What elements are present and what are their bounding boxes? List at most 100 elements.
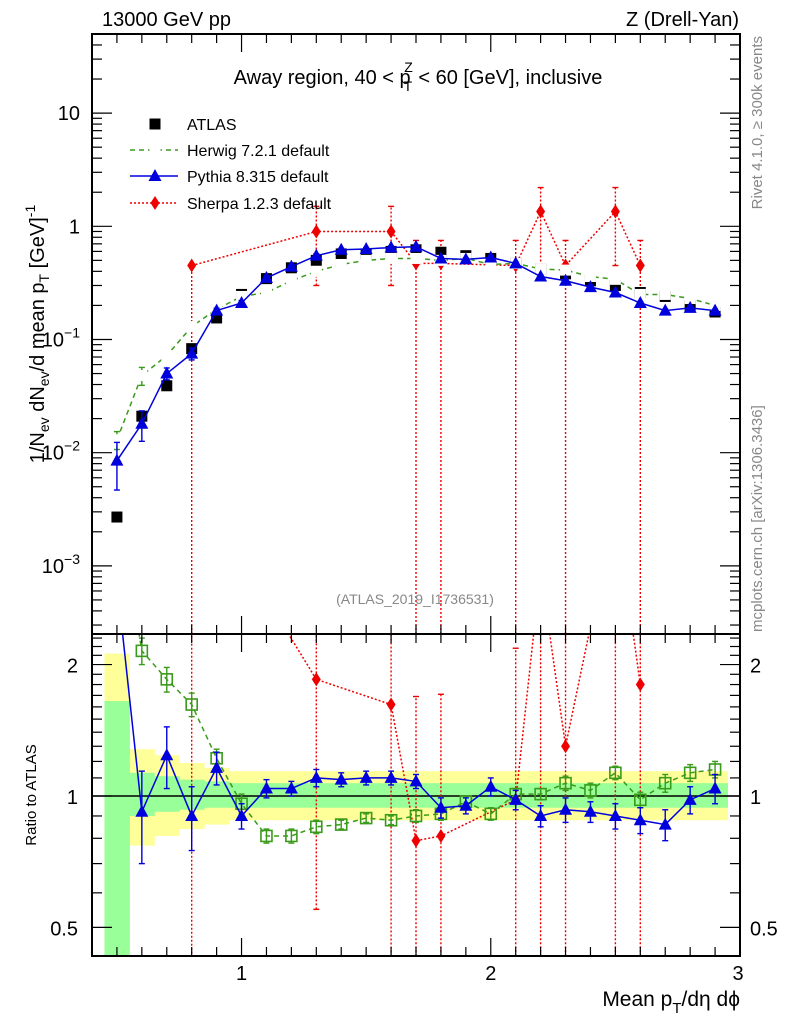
ratio-pythia-point bbox=[160, 748, 174, 761]
y-tick-label: 1 bbox=[69, 216, 80, 238]
ratio-pythia-point bbox=[259, 781, 273, 794]
ratio-herwig-point bbox=[384, 813, 398, 827]
main-clip-group bbox=[110, 186, 722, 634]
ratio-pythia-point bbox=[583, 804, 597, 817]
legend-marker-sherpa bbox=[150, 196, 160, 210]
ratio-herwig-point bbox=[135, 644, 149, 658]
y-tick-label: 10−1 bbox=[42, 324, 80, 351]
plot-title-pre: Away region, 40 < p bbox=[234, 67, 411, 89]
herwig-point bbox=[136, 370, 148, 382]
pythia-point bbox=[484, 250, 498, 263]
herwig-point bbox=[335, 258, 347, 270]
y-tick-label-base: 10 bbox=[42, 556, 64, 578]
ratio-pythia-point bbox=[359, 770, 373, 783]
ratio-pythia-point bbox=[633, 813, 647, 826]
header-left-label: 13000 GeV pp bbox=[102, 9, 231, 31]
legend-label: Sherpa 1.2.3 default bbox=[187, 196, 332, 213]
herwig-point bbox=[410, 252, 422, 264]
ratio-series-sherpa bbox=[190, 634, 645, 956]
pythia-point bbox=[210, 303, 224, 316]
ratio-pythia-point bbox=[683, 792, 697, 805]
y-tick-label-base: 10 bbox=[42, 329, 64, 351]
ratio-herwig-point bbox=[584, 784, 597, 797]
legend-item-atlas: ATLAS bbox=[149, 117, 237, 134]
pythia-point bbox=[110, 453, 124, 466]
herwig-point bbox=[161, 350, 173, 362]
pythia-point bbox=[384, 240, 398, 253]
plot-title: Away region, 40 < pTZ < 60 [GeV], inclus… bbox=[234, 59, 603, 94]
ratio-herwig-point bbox=[683, 766, 697, 780]
pythia-point bbox=[160, 366, 174, 379]
pythia-point bbox=[309, 248, 323, 261]
x-tick-label: 2 bbox=[485, 963, 496, 985]
ratio-herwig-point bbox=[260, 829, 273, 843]
x-axis-label: Mean pT/dη dϕ bbox=[602, 988, 740, 1017]
ratio-herwig-point bbox=[111, 493, 122, 504]
herwig-point bbox=[684, 293, 696, 305]
main-plot-area bbox=[110, 186, 722, 634]
herwig-point bbox=[360, 254, 372, 266]
sherpa-point bbox=[311, 224, 321, 239]
plot-title-sup: Z bbox=[404, 59, 413, 75]
ratio-pythia-point bbox=[484, 779, 498, 792]
ratio-herwig-point bbox=[285, 829, 298, 843]
legend-label: Herwig 7.2.1 default bbox=[187, 143, 330, 160]
ratio-y-tick-label-left: 0.5 bbox=[50, 918, 78, 940]
y-tick-label-exp: −3 bbox=[64, 551, 80, 567]
herwig-point bbox=[186, 321, 198, 333]
ratio-sherpa-point bbox=[561, 739, 571, 754]
ratio-axis-ticks: 0.5 0.5 1 1 2 2 1 2 3 bbox=[50, 634, 778, 985]
sherpa-point bbox=[386, 224, 396, 239]
ratio-pythia-point bbox=[284, 781, 298, 794]
herwig-point bbox=[111, 434, 123, 446]
ratio-y-tick-label-left: 2 bbox=[67, 656, 78, 678]
ratio-plot-area bbox=[92, 493, 740, 956]
ratio-herwig-point bbox=[310, 820, 323, 834]
pythia-point bbox=[658, 303, 672, 316]
plot-title-post: < 60 [GeV], inclusive bbox=[413, 67, 603, 89]
ratio-y-tick-label-left: 1 bbox=[67, 787, 78, 809]
pythia-point bbox=[583, 280, 597, 293]
pythia-point bbox=[235, 296, 249, 309]
pythia-point bbox=[185, 346, 199, 359]
atlas-point bbox=[609, 279, 621, 291]
ratio-pythia-point bbox=[210, 760, 224, 773]
rivet-version-label: Rivet 4.1.0, ≥ 300k events bbox=[749, 36, 766, 209]
ratio-pythia-point bbox=[135, 804, 149, 817]
ratio-pythia-point bbox=[559, 802, 573, 815]
x-tick-label: 3 bbox=[732, 963, 743, 985]
ratio-pythia-point bbox=[409, 774, 423, 787]
pythia-point bbox=[708, 303, 722, 316]
analysis-label: (ATLAS_2019_I1736531) bbox=[336, 591, 494, 607]
ratio-pythia-point bbox=[434, 800, 448, 813]
pythia-point bbox=[409, 239, 423, 252]
ratio-herwig-point bbox=[359, 811, 373, 825]
pythia-point bbox=[683, 300, 697, 313]
ratio-pythia-point bbox=[608, 808, 622, 821]
pythia-point bbox=[334, 242, 348, 255]
y-tick-label-exp: −1 bbox=[64, 324, 80, 340]
legend-marker-atlas bbox=[149, 118, 161, 130]
main-y-axis-label: 1/Nev dNev/d mean pT [GeV]-1 bbox=[22, 205, 52, 464]
ratio-sherpa-point bbox=[436, 828, 446, 843]
ratio-y-tick-label-right: 0.5 bbox=[750, 918, 778, 940]
legend-item-herwig: Herwig 7.2.1 default bbox=[130, 143, 330, 160]
x-axis-label-sub: T bbox=[672, 1000, 681, 1017]
herwig-point bbox=[560, 264, 572, 276]
legend: ATLAS Herwig 7.2.1 default Pythia 8.315 de… bbox=[130, 117, 332, 213]
legend-marker-pythia bbox=[148, 169, 162, 181]
y-tick-label: 10 bbox=[58, 103, 80, 125]
legend-label: ATLAS bbox=[187, 117, 237, 134]
ratio-herwig-point bbox=[334, 818, 348, 831]
ratio-herwig-point bbox=[559, 776, 572, 790]
legend-label: Pythia 8.315 default bbox=[187, 169, 329, 186]
pythia-point bbox=[633, 296, 647, 309]
y-tick-label: 10−3 bbox=[42, 551, 80, 578]
herwig-point bbox=[310, 265, 322, 277]
herwig-point bbox=[584, 271, 596, 283]
legend-item-pythia: Pythia 8.315 default bbox=[130, 169, 329, 186]
y-tick-label-base: 10 bbox=[42, 443, 64, 465]
